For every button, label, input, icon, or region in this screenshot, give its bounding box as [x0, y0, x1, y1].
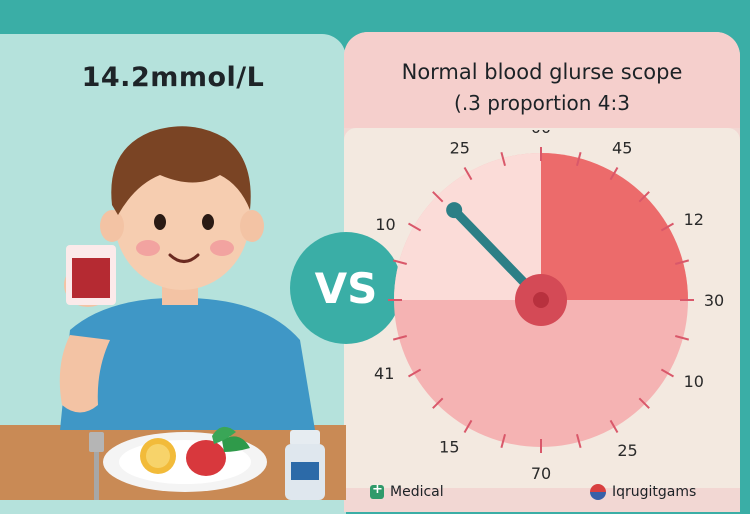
right-subtitle: (.3 proportion 4:3: [454, 91, 630, 115]
gauge-red-quadrant: [541, 153, 688, 300]
gauge-tick: [675, 335, 690, 341]
glucose-gauge: 00 45 12 30 10 25 70 15 41 10 25: [374, 130, 724, 480]
gauge-label: 70: [531, 464, 551, 480]
gauge-tick: [660, 222, 675, 232]
gauge-tick: [463, 166, 473, 181]
gauge-tick: [392, 335, 407, 341]
gauge-tick: [432, 191, 444, 203]
gauge-tick: [500, 434, 506, 449]
gauge-tick: [675, 259, 690, 265]
gauge-label: 10: [375, 215, 395, 234]
flag-icon: [590, 484, 606, 500]
gauge-tick: [638, 397, 650, 409]
juice-box-icon: [66, 245, 116, 305]
gauge-tick: [609, 419, 619, 434]
gauge-label: 10: [684, 372, 704, 391]
footer-right-label: Iqrugitgams: [612, 484, 697, 500]
gauge-label: 00: [531, 130, 551, 137]
vs-badge: VS: [290, 232, 402, 344]
gauge-tick: [407, 368, 422, 378]
footer-left: Medical: [370, 482, 444, 500]
gauge-label: 30: [704, 291, 724, 310]
gauge-tick: [638, 191, 650, 203]
needle-tip: [446, 202, 463, 219]
gauge-label: 15: [439, 438, 459, 457]
gauge-tick: [463, 419, 473, 434]
medicine-bottle-icon: [285, 430, 325, 500]
glucose-reading: 14.2mmol/L: [81, 62, 265, 93]
gauge-label: 12: [684, 210, 704, 229]
gauge-tick: [609, 166, 619, 181]
arm: [59, 335, 110, 413]
gauge-tick: [576, 151, 582, 166]
gauge-tick: [576, 434, 582, 449]
tomato: [186, 440, 226, 476]
right-title: Normal blood glurse scope: [401, 60, 683, 84]
gauge-label: 45: [612, 138, 632, 157]
gauge-tick: [432, 397, 444, 409]
gauge-tick: [392, 259, 407, 265]
footer-left-label: Medical: [390, 484, 444, 500]
gauge-label: 25: [617, 441, 637, 460]
fork-icon: [89, 432, 104, 500]
right-header: [344, 32, 740, 128]
gauge-tick: [660, 368, 675, 378]
medical-icon: [370, 482, 384, 499]
footer-right: Iqrugitgams: [590, 484, 696, 500]
gauge-tick: [407, 222, 422, 232]
boy-illustration: [0, 126, 346, 500]
gauge-label: 41: [374, 364, 394, 383]
shirt: [60, 297, 315, 430]
gauge-tick: [500, 151, 506, 166]
gauge-label: 25: [450, 138, 470, 157]
hair: [111, 126, 251, 215]
